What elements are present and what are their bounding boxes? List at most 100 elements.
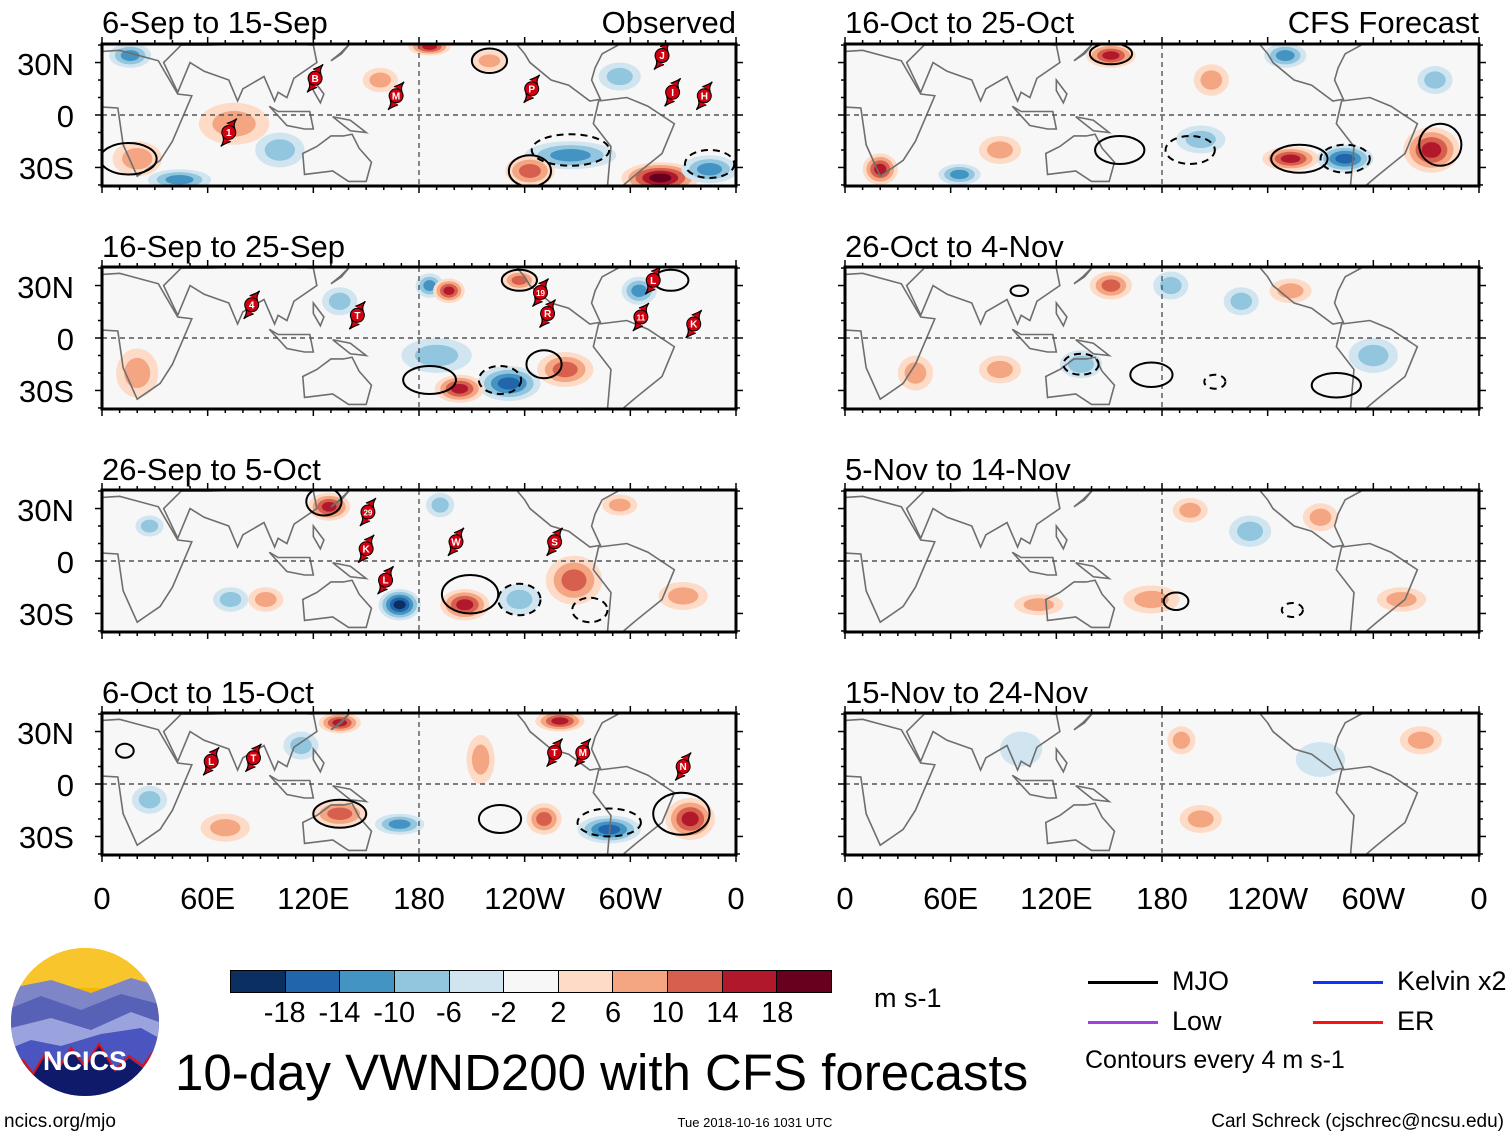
coastline [312,523,325,551]
svg-text:K: K [363,544,371,555]
negative-anomaly [1358,344,1389,367]
lat-label: 30S [18,374,74,410]
svg-text:R: R [544,309,552,320]
coastline [312,746,325,774]
colorbar-swatch [231,971,286,992]
coastline [1011,774,1058,799]
negative-anomaly [1335,153,1355,164]
mjo-contour [1094,134,1146,165]
mjo-contour [305,490,343,517]
mjo-contour [1088,44,1134,66]
footer-url[interactable]: ncics.org/mjo [4,1111,116,1132]
tropical-cyclone-icon: P [523,74,541,104]
positive-anomaly [443,286,455,296]
colorbar-swatch [449,971,505,992]
tropical-cyclone-icon: I [664,77,682,107]
negative-anomaly [1230,292,1253,310]
coastline [330,44,351,62]
colorbar-swatch [668,971,723,992]
panel-title: 26-Sep to 5-Oct [102,452,321,487]
mjo-contour [576,807,642,838]
tropical-cyclone-icon: N [674,752,692,781]
positive-anomaly [1179,502,1202,518]
positive-anomaly [1187,810,1214,828]
coastline [1073,490,1094,508]
negative-anomaly [950,169,969,180]
mjo-contour [477,803,523,834]
positive-anomaly [124,357,151,389]
negative-anomaly [506,589,533,610]
negative-anomaly [393,600,406,610]
positive-anomaly [1421,142,1442,158]
negative-anomaly [264,139,296,161]
colorbar-swatch [340,971,395,992]
tropical-cyclone-icon: T [546,738,564,767]
colorbar-label: -10 [373,997,416,1029]
coastline [1075,115,1112,134]
footer-timestamp: Tue 2018-10-16 1031 UTC [677,1115,833,1130]
negative-anomaly [328,292,351,310]
positive-anomaly [986,360,1013,379]
svg-text:L: L [208,757,214,768]
map-panel-2: 4 T 19 R L 11 K [95,260,743,416]
colorbar-label: -18 [263,997,306,1029]
lon-label: 60W [1341,881,1406,916]
map-panel-3: 29 K L W S [95,483,743,639]
coastline [1335,319,1419,409]
coastline [1075,561,1112,580]
colorbar-swatch [613,971,669,992]
negative-anomaly [1424,71,1446,89]
positive-anomaly [518,163,541,178]
svg-text:S: S [551,537,558,548]
positive-anomaly [536,811,552,826]
coastline [332,115,369,134]
svg-text:P: P [528,84,535,95]
coastline [1055,523,1068,551]
coastline [330,713,351,731]
negative-anomaly [120,50,140,61]
negative-anomaly [606,67,633,86]
svg-text:L: L [382,576,388,587]
lon-label: 120E [277,881,350,916]
lon-label: 0 [727,881,745,916]
coastline [1055,746,1068,774]
colorbar-swatch [285,971,341,992]
negative-anomaly [414,344,459,367]
coastline [162,713,318,773]
lon-label: 0 [1470,881,1488,916]
mjo-contour [652,791,711,836]
tropical-cyclone-icon: W [447,527,465,557]
colorbar-label: -14 [318,997,361,1029]
positive-anomaly [1309,508,1332,526]
negative-anomaly [550,149,591,162]
colorbar-label: -2 [490,997,517,1029]
lon-label: 0 [93,881,111,916]
coastline [1044,133,1116,183]
mjo-contour [102,141,158,176]
negative-anomaly [423,280,436,291]
positive-anomaly [1407,731,1434,749]
coastline [1044,579,1116,629]
lat-label: 0 [56,99,74,134]
coastline [1011,328,1058,353]
coastline [845,495,936,624]
positive-anomaly [681,811,699,827]
coastline [1258,44,1365,102]
mjo-contour [1164,134,1216,165]
tropical-cyclone-icon: S [546,527,564,557]
tropical-cyclone-icon: L [644,267,662,295]
colorbar-swatch [504,971,559,992]
mjo-contour [507,154,553,186]
positive-anomaly [552,361,578,378]
mjo-contour [500,268,538,292]
coastline [905,267,1061,327]
map-panel-4: L T T M N [95,706,743,862]
negative-anomaly [631,284,647,298]
tropical-cyclone-icon: 4 [243,290,261,320]
svg-text:29: 29 [363,509,372,518]
tropical-cyclone-icon: R [539,299,557,328]
coastline [1258,490,1365,548]
coastline [905,44,1061,104]
svg-text:M: M [579,748,587,759]
coastline [102,49,193,178]
